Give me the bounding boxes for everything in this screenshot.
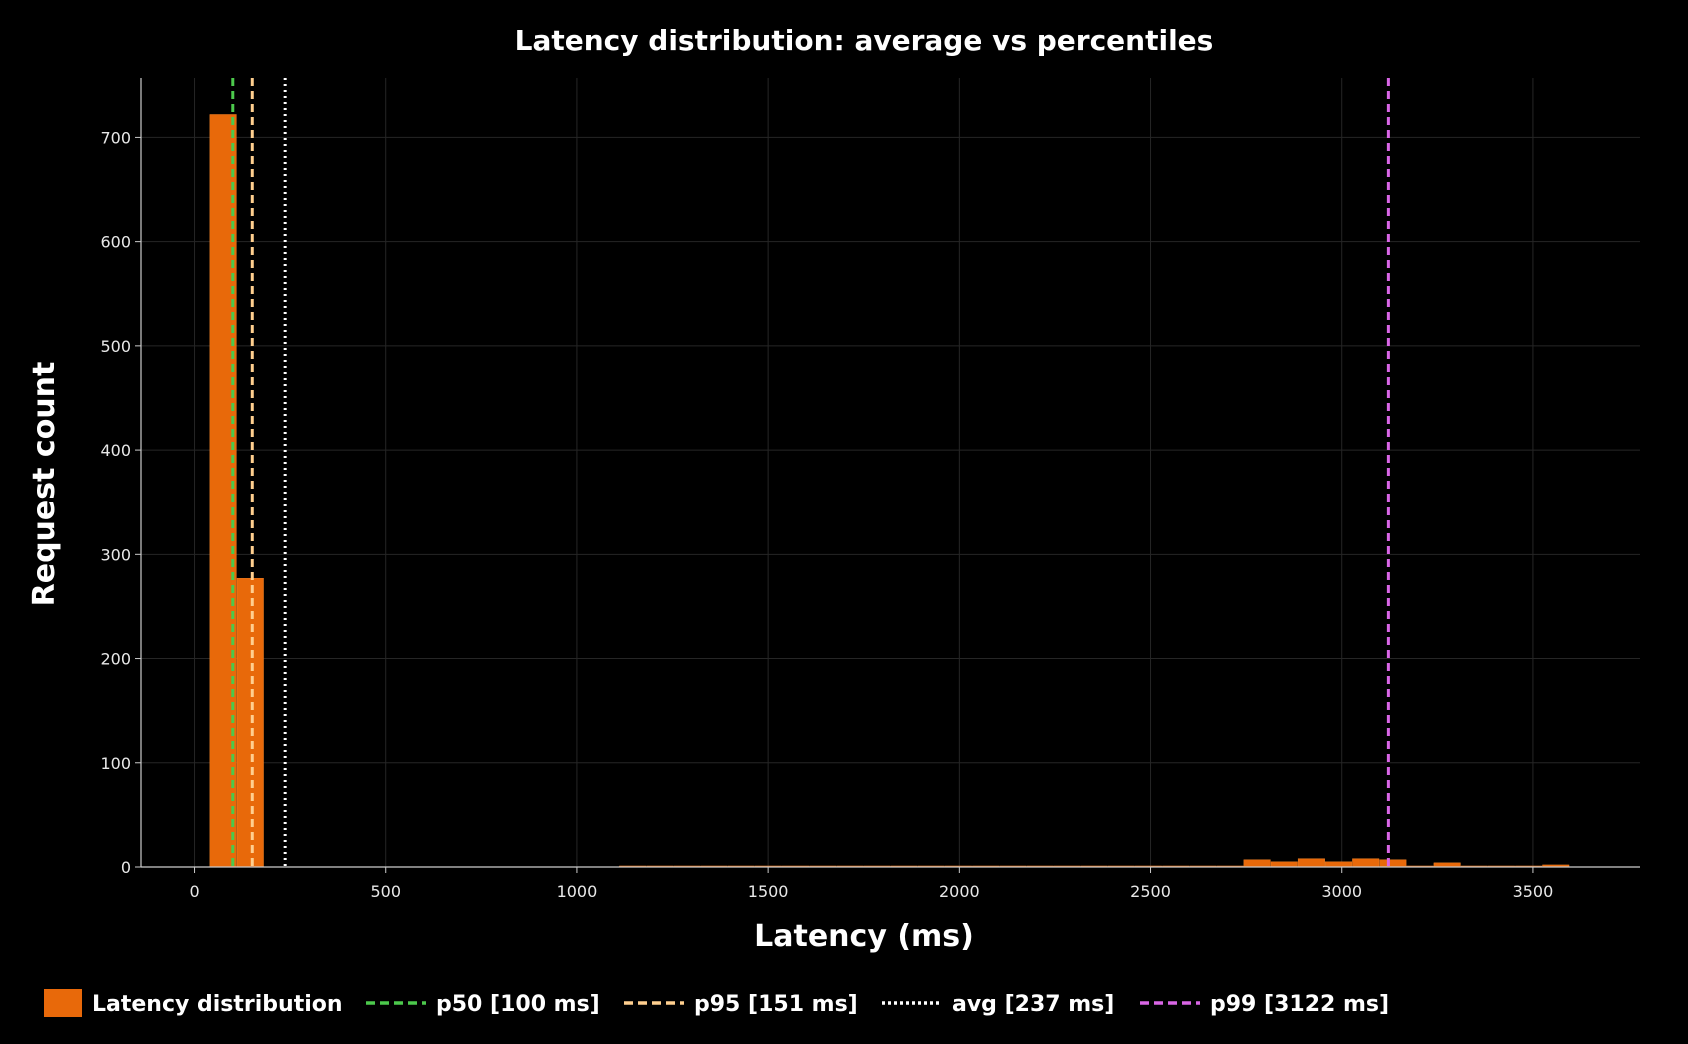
x-tick-label: 1000 [557, 882, 598, 901]
x-tick-label: 2500 [1130, 882, 1171, 901]
x-axis-label: Latency (ms) [754, 919, 974, 954]
x-tick-label: 3000 [1321, 882, 1362, 901]
legend-label: Latency distribution [92, 992, 343, 1017]
histogram-bar [1433, 862, 1461, 868]
histogram-bar [236, 578, 264, 868]
legend-swatch-bars [44, 989, 82, 1017]
legend-label: p99 [3122 ms] [1210, 992, 1389, 1017]
histogram-bar [1325, 861, 1353, 868]
legend-label: avg [237 ms] [952, 992, 1114, 1017]
legend-label: p50 [100 ms] [436, 992, 600, 1017]
x-tick-label: 0 [189, 882, 199, 901]
chart-title: Latency distribution: average vs percent… [515, 24, 1214, 57]
y-tick-label: 700 [100, 128, 131, 147]
x-tick-label: 2000 [939, 882, 980, 901]
y-tick-label: 100 [100, 754, 131, 773]
histogram-bar [1243, 859, 1271, 868]
histogram-bar [1352, 858, 1380, 868]
grid-layer [141, 78, 1640, 868]
bar-layer [209, 114, 1570, 868]
histogram-bar [1297, 858, 1325, 868]
y-tick-label: 400 [100, 441, 131, 460]
x-tick-label: 500 [370, 882, 401, 901]
x-tick-label: 1500 [748, 882, 789, 901]
y-tick-label: 300 [100, 545, 131, 564]
y-tick-label: 0 [121, 858, 131, 877]
axis-layer: 0 500 1000 1500 2000 2500 3000 3500 0 100 200 300 40… [100, 78, 1640, 901]
y-tick-label: 200 [100, 650, 131, 669]
y-tick-label: 500 [100, 337, 131, 356]
x-tick-label: 3500 [1513, 882, 1554, 901]
y-axis-label: Request count [27, 362, 62, 607]
reference-line-layer [231, 78, 1390, 867]
histogram-bar [1379, 859, 1407, 868]
histogram-bar [1270, 861, 1298, 868]
y-tick-label: 600 [100, 233, 131, 252]
legend-label: p95 [151 ms] [694, 992, 858, 1017]
legend: Latency distribution p50 [100 ms] p95 [151… [44, 989, 1389, 1017]
